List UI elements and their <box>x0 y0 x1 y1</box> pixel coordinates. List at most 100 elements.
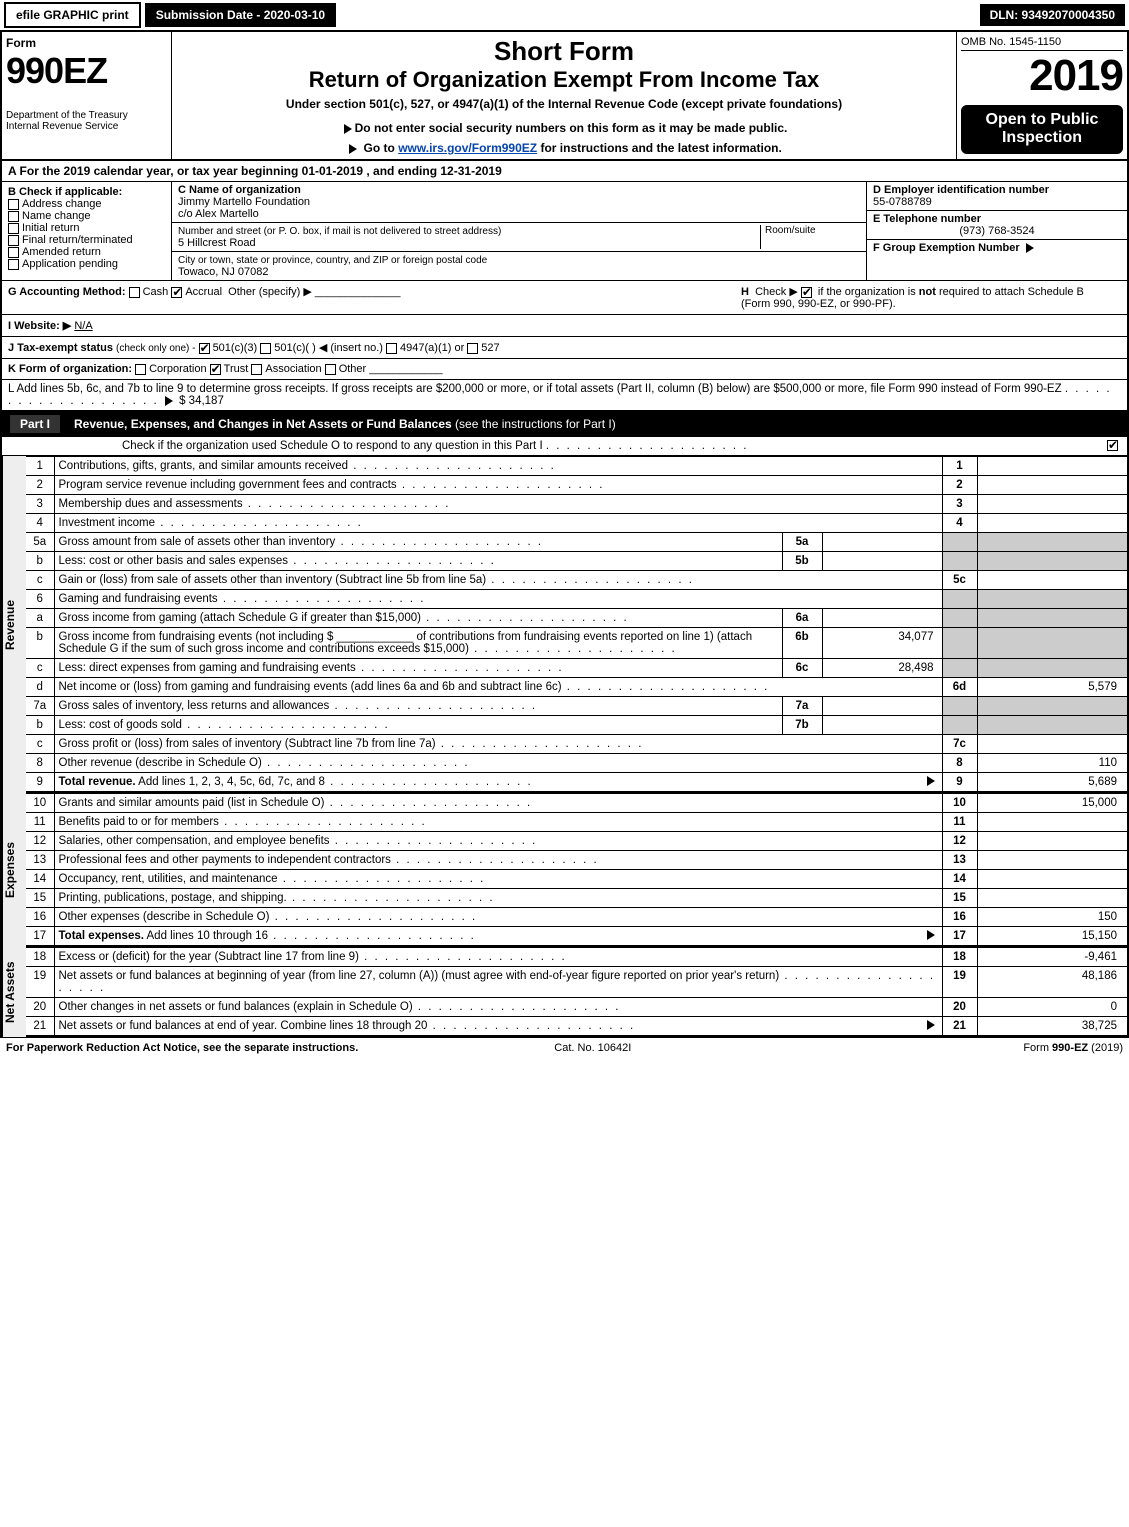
line-number: 15 <box>26 889 54 908</box>
checkbox[interactable] <box>8 259 19 270</box>
line-number: 14 <box>26 870 54 889</box>
h-not: not <box>919 286 936 298</box>
table-row: 5aGross amount from sale of assets other… <box>26 533 1127 552</box>
part-i-header: Part I Revenue, Expenses, and Changes in… <box>0 411 1129 437</box>
line-h: H Check ▶ if the organization is not req… <box>741 285 1121 310</box>
right-val-shade <box>977 659 1127 678</box>
table-row: 6Gaming and fundraising events <box>26 590 1127 609</box>
checkbox[interactable] <box>8 211 19 222</box>
line-number: 1 <box>26 457 54 476</box>
right-value: 5,689 <box>977 773 1127 793</box>
tax-exempt-label: J Tax-exempt status <box>8 342 113 354</box>
table-row: bGross income from fundraising events (n… <box>26 628 1127 659</box>
line-number: 6 <box>26 590 54 609</box>
501c-label: 501(c)( ) <box>274 342 316 354</box>
checkbox[interactable] <box>8 199 19 210</box>
right-value <box>977 514 1127 533</box>
line-number: 10 <box>26 794 54 813</box>
mid-value: 28,498 <box>822 659 942 678</box>
right-num-shade <box>942 659 977 678</box>
line-l-text: L Add lines 5b, 6c, and 7b to line 9 to … <box>8 383 1062 395</box>
cash-checkbox[interactable] <box>129 287 140 298</box>
net-assets-side-label: Net Assets <box>2 947 26 1037</box>
form-org-label: K Form of organization: <box>8 363 132 375</box>
line-number: 4 <box>26 514 54 533</box>
irs-link[interactable]: www.irs.gov/Form990EZ <box>398 141 537 155</box>
expenses-section: Expenses 10Grants and similar amounts pa… <box>0 793 1129 947</box>
org-co: c/o Alex Martello <box>178 208 259 220</box>
city-value: Towaco, NJ 07082 <box>178 266 269 278</box>
checkbox[interactable] <box>8 235 19 246</box>
527-checkbox[interactable] <box>467 343 478 354</box>
checkbox[interactable] <box>210 364 221 375</box>
4947-checkbox[interactable] <box>386 343 397 354</box>
line-label: Printing, publications, postage, and shi… <box>54 889 942 908</box>
schedule-b-checkbox[interactable] <box>801 287 812 298</box>
box-b-option: Name change <box>8 210 165 222</box>
accrual-label: Accrual <box>185 286 222 298</box>
line-label: Investment income <box>54 514 942 533</box>
h-check-text: Check ▶ <box>755 286 798 298</box>
period-row: A For the 2019 calendar year, or tax yea… <box>0 161 1129 182</box>
checkbox[interactable] <box>8 223 19 234</box>
table-row: 2Program service revenue including gover… <box>26 476 1127 495</box>
line-label: Other changes in net assets or fund bala… <box>54 998 942 1017</box>
schedule-o-checkbox[interactable] <box>1107 440 1118 451</box>
line-number: d <box>26 678 54 697</box>
right-line-number: 6d <box>942 678 977 697</box>
line-number: c <box>26 571 54 590</box>
checkbox[interactable] <box>8 247 19 258</box>
checkbox[interactable] <box>325 364 336 375</box>
line-number: 2 <box>26 476 54 495</box>
right-line-number: 18 <box>942 948 977 967</box>
table-row: 15Printing, publications, postage, and s… <box>26 889 1127 908</box>
right-value: 15,150 <box>977 927 1127 947</box>
line-label: Other expenses (describe in Schedule O) <box>54 908 942 927</box>
other-specify-label: Other (specify) ▶ <box>228 286 312 298</box>
line-label: Gross sales of inventory, less returns a… <box>54 697 782 716</box>
line-label: Salaries, other compensation, and employ… <box>54 832 942 851</box>
checkbox[interactable] <box>135 364 146 375</box>
footer-left: For Paperwork Reduction Act Notice, see … <box>6 1042 358 1054</box>
501c-checkbox[interactable] <box>260 343 271 354</box>
line-label: Grants and similar amounts paid (list in… <box>54 794 942 813</box>
line-label: Gross income from fundraising events (no… <box>54 628 782 659</box>
right-value <box>977 813 1127 832</box>
table-row: aGross income from gaming (attach Schedu… <box>26 609 1127 628</box>
arrow-icon <box>344 124 352 134</box>
form-id-cell: Form 990EZ Department of the Treasury In… <box>2 32 172 159</box>
tax-year: 2019 <box>961 51 1123 101</box>
dots <box>546 440 749 452</box>
title-return: Return of Organization Exempt From Incom… <box>176 67 952 93</box>
checkbox[interactable] <box>251 364 262 375</box>
right-value: 15,000 <box>977 794 1127 813</box>
mid-value <box>822 552 942 571</box>
right-num-shade <box>942 590 977 609</box>
right-line-number: 11 <box>942 813 977 832</box>
insert-no: ◀ (insert no.) <box>319 342 383 354</box>
table-row: 16Other expenses (describe in Schedule O… <box>26 908 1127 927</box>
line-k-option: Trust <box>210 363 252 375</box>
right-line-number: 16 <box>942 908 977 927</box>
part-i-heading-text: Revenue, Expenses, and Changes in Net As… <box>74 417 452 431</box>
line-label: Professional fees and other payments to … <box>54 851 942 870</box>
group-exemption-label: F Group Exemption Number <box>873 242 1020 254</box>
accrual-checkbox[interactable] <box>171 287 182 298</box>
line-k-option: Other <box>325 363 370 375</box>
527-label: 527 <box>481 342 499 354</box>
box-b: B Check if applicable: Address changeNam… <box>2 182 172 280</box>
line-number: 17 <box>26 927 54 947</box>
line-label: Other revenue (describe in Schedule O) <box>54 754 942 773</box>
right-num-shade <box>942 552 977 571</box>
box-b-title: B Check if applicable: <box>8 186 165 198</box>
right-value <box>977 571 1127 590</box>
submission-date-button[interactable]: Submission Date - 2020-03-10 <box>145 3 336 27</box>
right-value: 38,725 <box>977 1017 1127 1037</box>
irs-label: Internal Revenue Service <box>6 121 167 132</box>
ein-label: D Employer identification number <box>873 184 1049 196</box>
table-row: 1Contributions, gifts, grants, and simil… <box>26 457 1127 476</box>
line-label: Gross income from gaming (attach Schedul… <box>54 609 782 628</box>
501c3-checkbox[interactable] <box>199 343 210 354</box>
efile-button[interactable]: efile GRAPHIC print <box>4 2 141 28</box>
form-number: 990EZ <box>6 50 167 92</box>
